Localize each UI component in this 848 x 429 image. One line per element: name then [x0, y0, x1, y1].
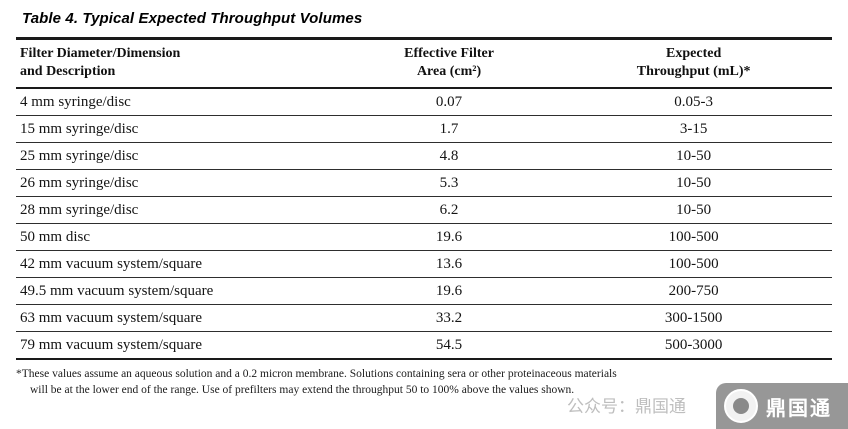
- cell-description: 49.5 mm vacuum system/square: [16, 277, 343, 305]
- table-row: 28 mm syringe/disc 6.2 10-50: [16, 196, 832, 224]
- cell-area: 19.6: [342, 223, 556, 251]
- table-row: 26 mm syringe/disc 5.3 10-50: [16, 169, 832, 197]
- cell-throughput: 10-50: [555, 196, 832, 224]
- cell-area: 19.6: [342, 277, 556, 305]
- throughput-table: Filter Diameter/Dimension and Descriptio…: [16, 37, 832, 360]
- cell-description: 42 mm vacuum system/square: [16, 250, 343, 278]
- header-line: and Description: [20, 63, 116, 79]
- cell-throughput: 0.05-3: [555, 88, 832, 116]
- table-title: Table 4. Typical Expected Throughput Vol…: [22, 10, 363, 27]
- cell-throughput: 3-15: [555, 115, 832, 143]
- footnote-line: *These values assume an aqueous solution…: [16, 368, 617, 380]
- table-row: 4 mm syringe/disc 0.07 0.05-3: [16, 88, 832, 116]
- cell-area: 54.5: [435, 336, 463, 353]
- table-row: 42 mm vacuum system/square 13.6 100-500: [16, 250, 832, 278]
- table-row: 50 mm disc 19.6 100-500: [16, 223, 832, 251]
- header-expected-throughput: Expected Throughput (mL)*: [555, 38, 832, 89]
- cell-area: 13.6: [342, 250, 556, 278]
- header-line: Filter Diameter/Dimension: [20, 46, 181, 61]
- cell-description: 4 mm syringe/disc: [16, 88, 343, 116]
- watermark-name: 鼎国通: [766, 395, 832, 420]
- watermark-logo-icon: [724, 389, 758, 423]
- header-filter-diameter: Filter Diameter/Dimension and Descriptio…: [16, 38, 343, 89]
- cell-throughput: 10-50: [555, 169, 832, 197]
- cell-area: 4.8: [342, 142, 556, 170]
- header-line: Throughput (mL)*: [636, 63, 751, 79]
- cell-throughput: 100-500: [555, 223, 832, 251]
- header-line: Area (cm²): [416, 63, 482, 79]
- cell-area: 33.2: [342, 304, 556, 332]
- table-footnote: *These values assume an aqueous solution…: [16, 367, 832, 398]
- cell-description: 15 mm syringe/disc: [16, 115, 343, 143]
- header-row: Filter Diameter/Dimension and Descriptio…: [16, 38, 832, 89]
- cell-area: 1.7: [342, 115, 556, 143]
- header-line: Effective Filter: [404, 46, 494, 61]
- table-row: 63 mm vacuum system/square 33.2 300-1500: [16, 304, 832, 332]
- table-body: 4 mm syringe/disc 0.07 0.05-3 15 mm syri…: [16, 88, 832, 359]
- cell-description: 50 mm disc: [16, 223, 343, 251]
- table-header: Filter Diameter/Dimension and Descriptio…: [16, 38, 832, 89]
- cell-description: 26 mm syringe/disc: [16, 169, 343, 197]
- table-row: 25 mm syringe/disc 4.8 10-50: [16, 142, 832, 170]
- cell-description: 79 mm vacuum system/square: [20, 336, 203, 353]
- table-row: 79 mm vacuum system/square 54.5 500-3000: [16, 332, 832, 360]
- table-row: 15 mm syringe/disc 1.7 3-15: [16, 115, 832, 143]
- cell-throughput: 10-50: [555, 142, 832, 170]
- cell-area: 5.3: [342, 169, 556, 197]
- table-row: 49.5 mm vacuum system/square 19.6 200-75…: [16, 277, 832, 305]
- header-effective-area: Effective Filter Area (cm²): [342, 38, 556, 89]
- footnote-line: will be at the lower end of the range. U…: [30, 383, 575, 396]
- cell-area: 6.2: [342, 196, 556, 224]
- cell-throughput: 300-1500: [555, 304, 832, 332]
- header-line: Expected: [666, 46, 722, 61]
- cell-description: 25 mm syringe/disc: [16, 142, 343, 170]
- cell-description: 63 mm vacuum system/square: [16, 304, 343, 332]
- cell-throughput: 200-750: [555, 277, 832, 305]
- watermark-badge: 鼎国通: [716, 383, 848, 429]
- cell-description: 28 mm syringe/disc: [16, 196, 343, 224]
- cell-throughput: 100-500: [555, 250, 832, 278]
- cell-throughput: 500-3000: [664, 336, 723, 353]
- cell-area: 0.07: [342, 88, 556, 116]
